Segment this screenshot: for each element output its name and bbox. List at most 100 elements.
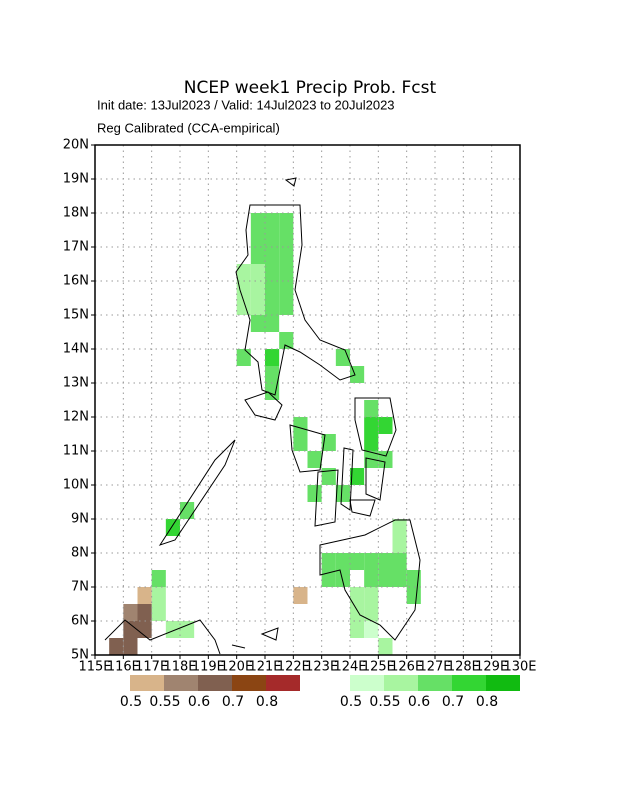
y-tick-label: 13N <box>63 376 89 391</box>
cell <box>378 570 393 587</box>
cell <box>350 621 365 638</box>
y-tick-label: 8N <box>71 546 89 561</box>
cell <box>265 213 280 230</box>
cell <box>279 332 294 349</box>
cell <box>364 587 379 604</box>
cell <box>364 434 379 451</box>
cell <box>265 349 280 366</box>
cell <box>279 213 294 230</box>
x-tick-label: 130E <box>503 660 536 675</box>
cell <box>321 434 336 451</box>
cell <box>378 553 393 570</box>
cell <box>293 434 308 451</box>
cell <box>265 230 280 247</box>
y-tick-label: 16N <box>63 274 89 289</box>
y-tick-label: 18N <box>63 206 89 221</box>
legend-label: 0.7 <box>442 694 464 710</box>
cell <box>392 536 407 553</box>
y-tick-label: 15N <box>63 308 89 323</box>
cell <box>321 570 336 587</box>
cell <box>137 621 152 638</box>
cell <box>392 519 407 536</box>
cell <box>335 485 350 502</box>
cell <box>335 553 350 570</box>
x-tick-label: 127E <box>418 660 451 675</box>
cell <box>378 417 393 434</box>
x-tick-label: 121E <box>248 660 281 675</box>
x-tick-label: 125E <box>362 660 395 675</box>
x-tick-label: 124E <box>333 660 366 675</box>
legend-label: 0.6 <box>408 694 430 710</box>
cell <box>307 485 322 502</box>
cell <box>151 604 166 621</box>
cell <box>279 281 294 298</box>
cells <box>109 213 421 655</box>
cell <box>265 315 280 332</box>
coastline <box>104 177 421 655</box>
cell <box>137 587 152 604</box>
y-tick-label: 9N <box>71 512 89 527</box>
legend-label: 0.55 <box>369 694 400 710</box>
subtitle: Init date: 13Jul2023 / Valid: 14Jul2023 … <box>97 97 395 112</box>
cell <box>364 570 379 587</box>
legend-label: 0.5 <box>340 694 362 710</box>
y-tick-label: 7N <box>71 580 89 595</box>
y-tick-label: 11N <box>63 444 89 459</box>
legend-swatch <box>130 675 164 691</box>
cell <box>250 247 265 264</box>
cell <box>293 587 308 604</box>
cell <box>265 281 280 298</box>
x-tick-label: 119E <box>192 660 225 675</box>
x-tick-label: 120E <box>220 660 253 675</box>
x-tick-label: 122E <box>277 660 310 675</box>
cell <box>392 570 407 587</box>
legend-swatch <box>350 675 384 691</box>
y-tick-label: 14N <box>63 342 89 357</box>
legend-swatch <box>266 675 300 691</box>
y-tick-label: 12N <box>63 410 89 425</box>
cell <box>279 230 294 247</box>
cell <box>151 587 166 604</box>
legend-swatch <box>384 675 418 691</box>
cell <box>180 502 195 519</box>
cell <box>293 417 308 434</box>
cell <box>364 604 379 621</box>
cell <box>406 587 421 604</box>
cell <box>321 468 336 485</box>
cell <box>364 621 379 638</box>
cell <box>165 519 180 536</box>
y-tick-label: 5N <box>71 648 89 663</box>
cell <box>335 570 350 587</box>
x-tick-label: 128E <box>447 660 480 675</box>
cell <box>123 621 138 638</box>
cell <box>180 621 195 638</box>
cell <box>350 553 365 570</box>
legend: 0.5 0.55 0.6 0.7 0.8 0.5 0.55 0.6 0.7 0.8 <box>120 675 520 710</box>
cell <box>123 604 138 621</box>
legend-label: 0.5 <box>120 694 142 710</box>
y-tick-label: 17N <box>63 240 89 255</box>
cell <box>378 638 393 655</box>
cell <box>350 587 365 604</box>
legend-label: 0.8 <box>256 694 278 710</box>
cell <box>250 298 265 315</box>
cell <box>364 553 379 570</box>
x-tick-label: 126E <box>390 660 423 675</box>
cell <box>279 298 294 315</box>
cell <box>265 383 280 400</box>
cell <box>279 247 294 264</box>
cell <box>364 417 379 434</box>
y-tick-label: 10N <box>63 478 89 493</box>
y-tick-label: 6N <box>71 614 89 629</box>
cell <box>321 553 336 570</box>
x-tick-label: 123E <box>305 660 338 675</box>
legend-label: 0.8 <box>476 694 498 710</box>
cell <box>123 638 138 655</box>
cell <box>165 621 180 638</box>
legend-label: 0.6 <box>188 694 210 710</box>
cell <box>236 349 251 366</box>
cell <box>378 451 393 468</box>
y-tick-label: 19N <box>63 172 89 187</box>
legend-swatch <box>486 675 520 691</box>
